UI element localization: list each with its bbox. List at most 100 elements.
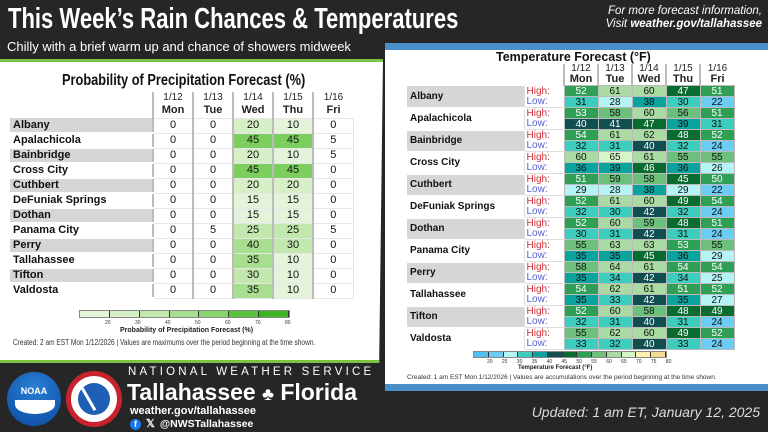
colorbar-tick: 45 [561,359,568,365]
temp-low-value: 32 [563,140,599,152]
high-label: High: [523,283,564,295]
temp-low-value: 40 [631,338,667,350]
low-label: Low: [523,184,564,196]
temp-low-value: 29 [699,250,735,262]
day-header: 1/12 Mon [152,92,193,118]
city-name: Albany [10,118,153,134]
temp-high-value: 54 [665,261,701,273]
temp-low-value: 33 [563,338,599,350]
precip-value: 35 [232,282,274,299]
temp-high-value: 61 [631,151,667,163]
high-label: High: [523,195,564,207]
temp-high-value: 51 [665,283,701,295]
precip-value: 10 [272,252,314,269]
temp-low-value: 40 [631,316,667,328]
temp-high-value: 54 [563,129,599,141]
precip-row: Cuthbert 0 0 20 20 0 [10,177,354,194]
high-label: High: [523,107,564,119]
colorbar-segment [80,311,110,317]
temp-low-value: 24 [699,338,735,350]
precip-value: 0 [192,282,234,299]
precip-value: 5 [312,147,354,164]
high-label: High: [523,217,564,229]
subtitle: Chilly with a brief warm up and chance o… [7,39,351,54]
day-name: Wed [637,73,661,85]
day-name: Thu [282,104,304,117]
colorbar-segment [651,352,666,357]
city-name: DeFuniak Springs [10,193,153,209]
temp-low-value: 32 [597,338,633,350]
precip-value: 45 [232,162,274,179]
temp-high-value: 49 [665,327,701,339]
temp-high-value: 51 [699,85,735,97]
temp-low-value: 32 [563,206,599,218]
agency-name: NATIONAL WEATHER SERVICE [128,366,375,378]
temp-high-value: 62 [631,129,667,141]
nws-logo [66,371,122,427]
colorbar-tick: 60 [225,320,231,326]
temp-low-value: 30 [563,228,599,240]
temp-low-value: 24 [699,228,735,240]
high-label: High: [523,261,564,273]
low-label: Low: [523,206,564,218]
temp-low-value: 45 [631,250,667,262]
colorbar-segment [259,311,290,317]
high-label: High: [523,85,564,97]
temp-high-value: 52 [699,283,735,295]
precip-value: 10 [272,267,314,284]
low-label: Low: [523,250,564,262]
day-header: 1/13 Tue [192,92,233,118]
temp-high-value: 47 [665,85,701,97]
temp-created-note: Created: 1 am EST Mon 1/12/2026 | Values… [407,374,717,381]
temp-high-value: 62 [597,327,633,339]
colorbar-segment [503,352,519,357]
temp-high-value: 49 [699,305,735,317]
city-name: Perry [10,238,153,254]
social-handle[interactable]: @NWSTallahassee [159,418,254,430]
temp-high-value: 49 [665,195,701,207]
temp-high-value: 60 [631,107,667,119]
temp-high-value: 51 [699,107,735,119]
x-icon[interactable]: 𝕏 [146,418,155,430]
temp-low-value: 42 [631,272,667,284]
city-name: Dothan [407,217,524,241]
day-name: Tue [203,104,223,117]
website-link[interactable]: weather.gov/tallahassee [130,405,256,417]
precip-value: 0 [312,117,354,134]
temp-high-value: 48 [665,129,701,141]
precip-panel: Probability of Precipitation Forecast (%… [0,59,383,363]
temp-high-value: 58 [597,107,633,119]
precip-value: 5 [312,132,354,149]
day-name: Fri [326,104,341,117]
temp-low-value: 34 [665,272,701,284]
temp-high-value: 61 [631,283,667,295]
precip-value: 0 [312,177,354,194]
temp-low-value: 31 [699,118,735,130]
temp-low-value: 22 [699,184,735,196]
city-name: Tallahassee [407,283,524,307]
precip-value: 0 [152,207,194,224]
precip-value: 0 [152,267,194,284]
precip-value: 0 [152,222,194,239]
more-info-prefix: Visit [605,18,631,30]
precip-colorbar-label: Probability of Precipitation Forecast (%… [120,327,254,334]
precip-created-note: Created: 2 am EST Mon 1/12/2026 | Values… [13,338,316,347]
precip-value: 0 [152,237,194,254]
facebook-icon[interactable]: f [130,418,141,430]
temp-low-value: 31 [597,316,633,328]
temp-high-value: 52 [563,305,599,317]
more-info-link[interactable]: weather.gov/tallahassee [630,18,762,30]
city-name: Cuthbert [10,178,153,194]
low-label: Low: [523,294,564,306]
precip-value: 0 [312,207,354,224]
office-state: Florida [280,379,357,405]
colorbar-tick: 65 [621,359,627,365]
temp-row-high: Panama City High: 55 63 63 53 55 [407,239,735,263]
temp-high-value: 55 [699,239,735,251]
precip-value: 0 [192,267,234,284]
colorbar-tick: 50 [195,320,201,326]
temp-high-value: 61 [631,261,667,273]
colorbar-segment [577,352,593,357]
temp-row-low: Low: 36 39 46 36 26 [407,162,735,174]
temp-high-value: 50 [699,173,735,185]
